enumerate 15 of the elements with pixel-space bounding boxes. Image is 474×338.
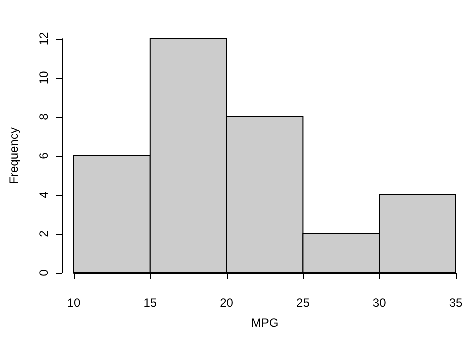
x-tick-label: 30 <box>372 296 387 310</box>
y-axis-title: Frequency <box>7 128 21 184</box>
x-tick-label: 25 <box>296 296 310 310</box>
y-tick-label: 0 <box>37 269 51 276</box>
y-tick-label: 12 <box>37 32 51 46</box>
x-tick-label: 15 <box>144 296 158 310</box>
x-tick-label: 10 <box>67 296 81 310</box>
y-tick-label: 6 <box>37 152 51 160</box>
y-tick-label: 8 <box>37 113 51 120</box>
x-tick-label: 20 <box>220 296 234 310</box>
x-tick-label: 35 <box>449 296 463 310</box>
x-axis-title: MPG <box>251 316 279 330</box>
y-tick-label: 4 <box>37 191 51 198</box>
y-tick-label: 2 <box>37 230 51 238</box>
y-tick-label: 10 <box>37 71 51 85</box>
